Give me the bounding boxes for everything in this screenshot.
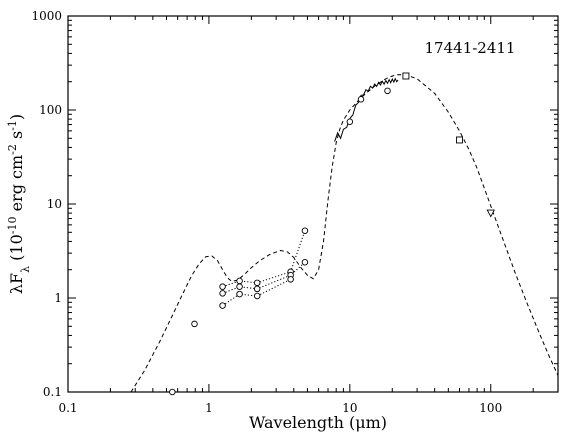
dotted-connector-line: [222, 278, 291, 307]
markers-layer: [169, 72, 496, 396]
data-point-circle: [219, 290, 226, 297]
data-point-circle: [301, 227, 309, 234]
data-point-circle: [253, 279, 261, 287]
data-point-circle: [384, 87, 391, 95]
y-tick-label: 10: [47, 197, 62, 211]
data-point-triangle: [486, 209, 496, 218]
y-tick-label: 0.1: [43, 385, 62, 399]
model-curve: [130, 74, 559, 393]
data-point-circle: [219, 283, 226, 290]
plot-frame: [67, 15, 559, 393]
data-point-circle: [357, 96, 365, 103]
data-point-circle: [287, 276, 294, 283]
data-point-square: [456, 136, 463, 144]
axes: 0.1 1 10 100 0.1 1 10 100 1000 Wavelength (μm) λFλ…: [6, 9, 559, 432]
data-point-circle: [346, 118, 354, 125]
data-point-circle: [236, 277, 243, 285]
x-tick-label: 0.1: [58, 401, 77, 415]
y-tick-label: 1: [54, 291, 62, 305]
x-tick-label: 1: [205, 401, 213, 415]
x-tick-label: 10: [342, 401, 357, 415]
data-point-square: [402, 72, 410, 80]
data-point-circle: [191, 320, 198, 328]
data-point-circle: [169, 388, 176, 396]
y-tick-label: 1000: [31, 9, 62, 23]
y-tick-label: 100: [39, 103, 62, 117]
data-point-circle: [301, 259, 309, 266]
data-point-circle: [219, 302, 226, 309]
data-point-circle: [236, 283, 243, 290]
chart-title: 17441-2411: [425, 39, 516, 57]
x-axis-label: Wavelength (μm): [249, 413, 387, 432]
model-curve-layer: [130, 74, 559, 393]
x-tick-label: 100: [479, 401, 502, 415]
y-axis-label: λFλ (10-10 erg cm-2 s-1): [6, 114, 32, 294]
dotted-lines-layer: [222, 230, 306, 307]
data-point-circle: [253, 292, 261, 300]
data-point-circle: [253, 285, 261, 293]
data-point-circle: [236, 290, 243, 298]
